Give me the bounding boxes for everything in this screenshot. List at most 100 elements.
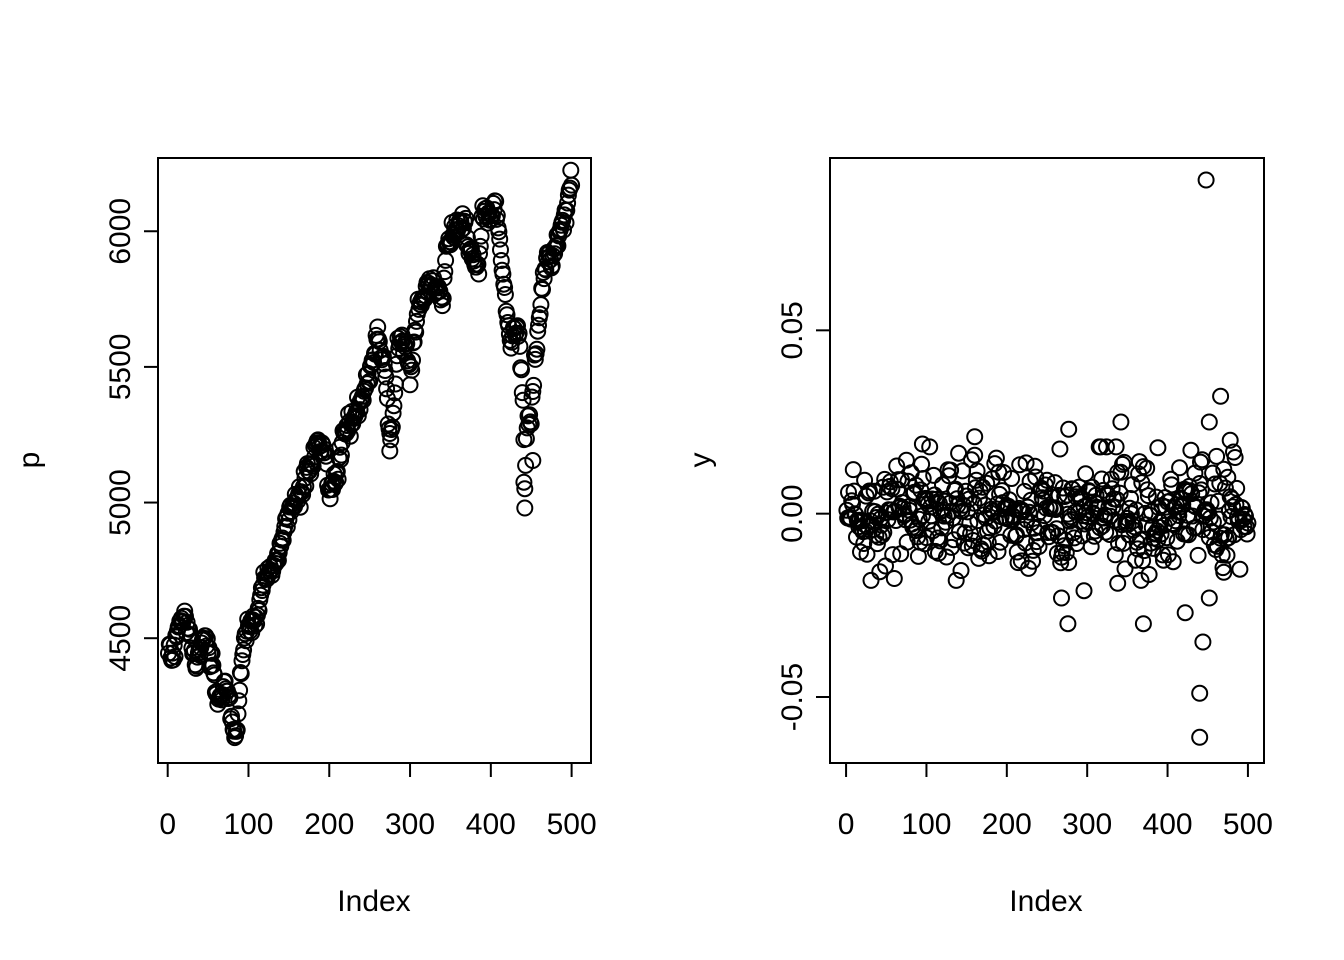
scatter-point — [524, 452, 542, 469]
scatter-point — [1070, 478, 1088, 496]
scatter-point — [1107, 438, 1125, 456]
scatter-point — [1110, 534, 1127, 552]
scatter-point — [454, 219, 472, 237]
scatter-point — [858, 545, 876, 563]
scatter-point — [1020, 503, 1038, 521]
scatter-point — [1024, 552, 1041, 570]
y-tick-label: 4500 — [104, 605, 137, 672]
x-tick-label: 100 — [901, 808, 951, 841]
y-axis-right: -0.05 0.00 0.05 — [776, 301, 831, 731]
scatter-point — [1000, 491, 1018, 509]
scatter-point — [950, 523, 968, 541]
scatter-point — [1082, 538, 1100, 556]
scatter-point — [233, 652, 251, 670]
scatter-point — [913, 435, 931, 453]
scatter-point — [543, 257, 561, 275]
scatter-point — [529, 322, 547, 340]
scatter-point — [496, 279, 514, 296]
scatter-point — [1026, 457, 1044, 475]
scatter-point — [1194, 633, 1212, 651]
scatter-point — [1155, 551, 1172, 569]
scatter-point — [947, 571, 965, 589]
scatter-point — [1093, 470, 1111, 488]
scatter-point — [385, 397, 403, 415]
scatter-point — [484, 194, 502, 212]
scatter-point — [349, 407, 367, 425]
scatter-point — [1218, 546, 1236, 564]
scatter-point — [862, 571, 880, 589]
scatter-point — [1075, 582, 1093, 600]
scatter-point — [515, 473, 533, 491]
scatter-point — [1109, 574, 1127, 592]
scatter-point — [1035, 482, 1053, 500]
scatter-point — [1114, 455, 1131, 473]
scatter-point — [514, 391, 532, 409]
scatter-point — [978, 474, 996, 492]
scatter-point — [1053, 589, 1070, 607]
scatter-point — [382, 431, 400, 449]
plot-frame-right — [829, 157, 1265, 764]
x-tick-label: 200 — [304, 808, 354, 841]
scatter-point — [516, 499, 534, 517]
scatter-point — [511, 337, 529, 355]
scatter-point — [1213, 546, 1231, 564]
scatter-point — [562, 161, 580, 179]
scatter-point — [1057, 544, 1075, 562]
scatter-point — [204, 656, 222, 674]
scatter-point — [398, 335, 416, 353]
scatter-point — [246, 617, 264, 635]
scatter-point — [197, 627, 215, 645]
scatter-point — [867, 526, 885, 544]
scatter-point — [523, 388, 541, 406]
scatter-point — [433, 297, 451, 315]
scatter-point — [950, 444, 968, 462]
chart-y-vs-index: 0 100 200 300 400 500 -0.05 0.00 0.05 Index y — [684, 157, 1273, 918]
y-axis-label-right: y — [684, 453, 717, 468]
x-axis-label-left: Index — [337, 885, 410, 918]
scatter-point — [522, 415, 540, 433]
scatter-point — [351, 401, 369, 419]
scatter-point — [557, 214, 575, 232]
scatter-point — [966, 428, 984, 446]
scatter-point — [354, 391, 372, 409]
x-tick-label: 0 — [159, 808, 176, 841]
scatter-point — [386, 384, 404, 402]
scatter-point — [434, 289, 452, 307]
scatter-point — [1110, 513, 1128, 531]
scatter-point — [1190, 484, 1208, 502]
scatter-point — [436, 263, 454, 281]
scatter-point — [1134, 615, 1152, 633]
scatter-point — [358, 375, 376, 393]
scatter-point — [407, 323, 425, 341]
scatter-point — [544, 247, 562, 265]
scatter-point — [332, 446, 350, 464]
y-tick-label: 0.00 — [776, 484, 809, 542]
scatter-point — [1215, 563, 1233, 581]
scatter-point — [1219, 468, 1237, 486]
scatter-point — [381, 442, 399, 460]
y-tick-label: 0.05 — [776, 301, 809, 359]
scatter-point — [164, 644, 181, 662]
scatter-point — [1171, 459, 1189, 477]
scatter-point — [938, 548, 955, 566]
points-left — [160, 161, 581, 747]
x-tick-label: 300 — [385, 808, 435, 841]
scatter-point — [383, 418, 401, 436]
scatter-point — [885, 570, 903, 587]
scatter-point — [1228, 479, 1246, 497]
scatter-point — [865, 482, 883, 500]
scatter-point — [910, 510, 928, 528]
scatter-point — [294, 486, 312, 504]
scatter-point — [384, 404, 402, 422]
scatter-point — [534, 281, 551, 298]
x-tick-label: 300 — [1062, 808, 1112, 841]
scatter-point — [913, 455, 931, 473]
scatter-point — [871, 563, 889, 581]
x-tick-label: 400 — [466, 808, 516, 841]
scatter-point — [1208, 447, 1226, 465]
scatter-point — [1077, 465, 1095, 483]
x-axis-left: 0 100 200 300 400 500 — [159, 762, 597, 841]
x-tick-label: 400 — [1143, 808, 1193, 841]
scatter-point — [341, 427, 359, 445]
